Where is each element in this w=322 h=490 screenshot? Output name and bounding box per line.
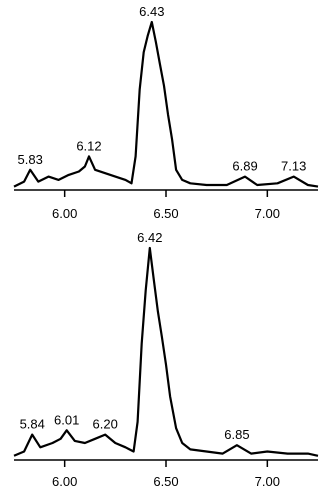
chromatogram-trace bbox=[13, 246, 319, 457]
peak-label: 6.43 bbox=[139, 4, 164, 19]
x-tick-label: 6.50 bbox=[153, 206, 178, 221]
chromatogram-trace bbox=[13, 20, 319, 188]
x-tick-label: 7.00 bbox=[255, 474, 280, 489]
peak-label: 6.20 bbox=[93, 417, 118, 432]
chromatogram-panel-bottom: 6.00 6.50 7.00 5.84 6.01 6.20 6.42 6.85 bbox=[13, 230, 319, 489]
x-tick-label: 6.00 bbox=[52, 474, 77, 489]
x-tick-label: 6.00 bbox=[52, 206, 77, 221]
peak-label: 5.84 bbox=[20, 417, 45, 432]
x-tick-label: 6.50 bbox=[153, 474, 178, 489]
peak-label: 6.85 bbox=[224, 427, 249, 442]
x-tick-label: 7.00 bbox=[255, 206, 280, 221]
chromatogram-panel-top: 6.00 6.50 7.00 5.83 6.12 6.43 6.89 7.13 bbox=[13, 4, 319, 221]
peak-label: 7.13 bbox=[281, 159, 306, 174]
peak-label: 6.12 bbox=[76, 138, 101, 153]
peak-label: 5.83 bbox=[18, 152, 43, 167]
peak-label: 6.01 bbox=[54, 412, 79, 427]
peak-label: 6.42 bbox=[137, 230, 162, 245]
peak-label: 6.89 bbox=[232, 159, 257, 174]
